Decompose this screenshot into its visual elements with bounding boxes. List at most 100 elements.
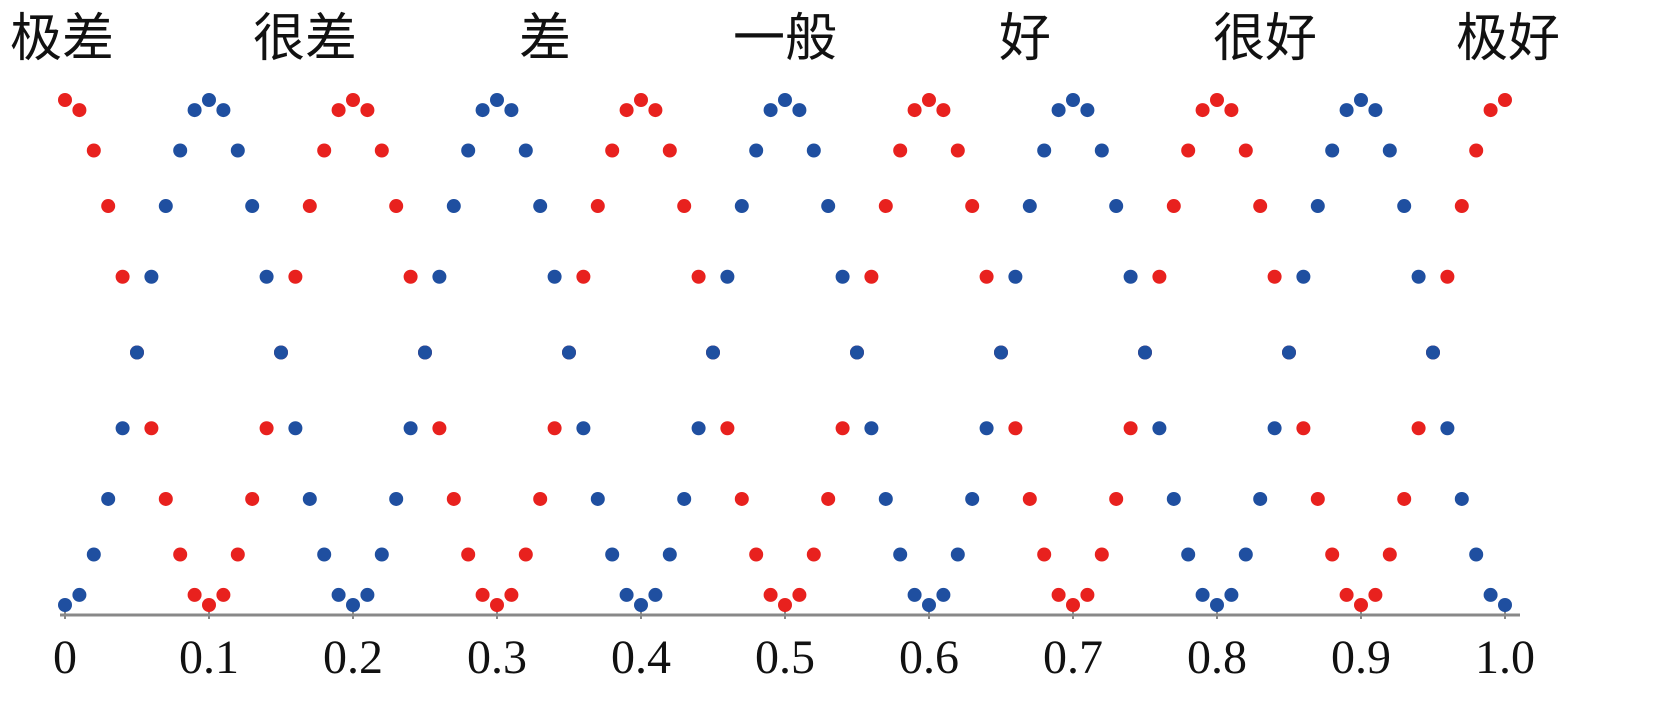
point [979,421,994,436]
point [490,598,504,612]
point [518,547,533,562]
point [533,199,548,214]
point [518,143,533,158]
point [1325,143,1340,158]
point [259,269,274,284]
point [1123,269,1138,284]
point [461,547,476,562]
point [1282,345,1296,360]
point [1483,587,1498,602]
point [72,103,87,118]
point [1469,547,1484,562]
x-tick-label: 0.4 [611,631,671,684]
point [1210,598,1224,612]
point [1253,491,1268,506]
point [1382,547,1397,562]
point [907,587,922,602]
annotation: 很差 [253,9,357,69]
point [346,93,360,107]
point [662,143,677,158]
point [950,143,965,158]
point [821,491,836,506]
point [965,199,980,214]
point [101,491,116,506]
point [994,345,1008,360]
point [115,421,130,436]
point [922,598,936,612]
point [1238,547,1253,562]
point [1022,491,1037,506]
point [864,269,879,284]
point [619,103,634,118]
point [1138,345,1152,360]
point [878,199,893,214]
point [1094,547,1109,562]
point [1224,587,1239,602]
point [1094,143,1109,158]
point [720,421,735,436]
x-tick-label: 0.8 [1187,631,1247,684]
point [346,598,360,612]
point [230,143,245,158]
point [691,269,706,284]
point [173,143,188,158]
point [835,421,850,436]
point [878,491,893,506]
point [677,199,692,214]
point [418,345,432,360]
point [245,491,260,506]
point [1080,103,1095,118]
point [1008,269,1023,284]
x-tick-label: 0 [53,631,77,684]
point [504,103,519,118]
point [821,199,836,214]
point [648,103,663,118]
point [1397,491,1412,506]
point [907,103,922,118]
point [504,587,519,602]
point [1267,269,1282,284]
point [58,93,72,107]
point [86,547,101,562]
point [274,345,288,360]
x-tick-label: 0.9 [1331,631,1391,684]
point [677,491,692,506]
point [778,598,792,612]
point [1166,491,1181,506]
point [792,587,807,602]
point [432,269,447,284]
point [605,547,620,562]
point [1253,199,1268,214]
point [1210,93,1224,107]
point [86,143,101,158]
point [893,143,908,158]
point [835,269,850,284]
point [806,547,821,562]
point [950,547,965,562]
x-tick-label: 1.0 [1475,631,1535,684]
point [1310,199,1325,214]
point [1368,587,1383,602]
point [101,199,116,214]
point [893,547,908,562]
point [230,547,245,562]
point [1469,143,1484,158]
point [288,421,303,436]
point [1152,269,1167,284]
point [1411,421,1426,436]
point [389,491,404,506]
point [1037,547,1052,562]
point [1411,269,1426,284]
point [58,598,72,612]
point [115,269,130,284]
point [1238,143,1253,158]
point [1022,199,1037,214]
point [605,143,620,158]
point [1195,103,1210,118]
point [965,491,980,506]
point [1382,143,1397,158]
point [922,93,936,107]
point [158,199,173,214]
point [144,269,159,284]
